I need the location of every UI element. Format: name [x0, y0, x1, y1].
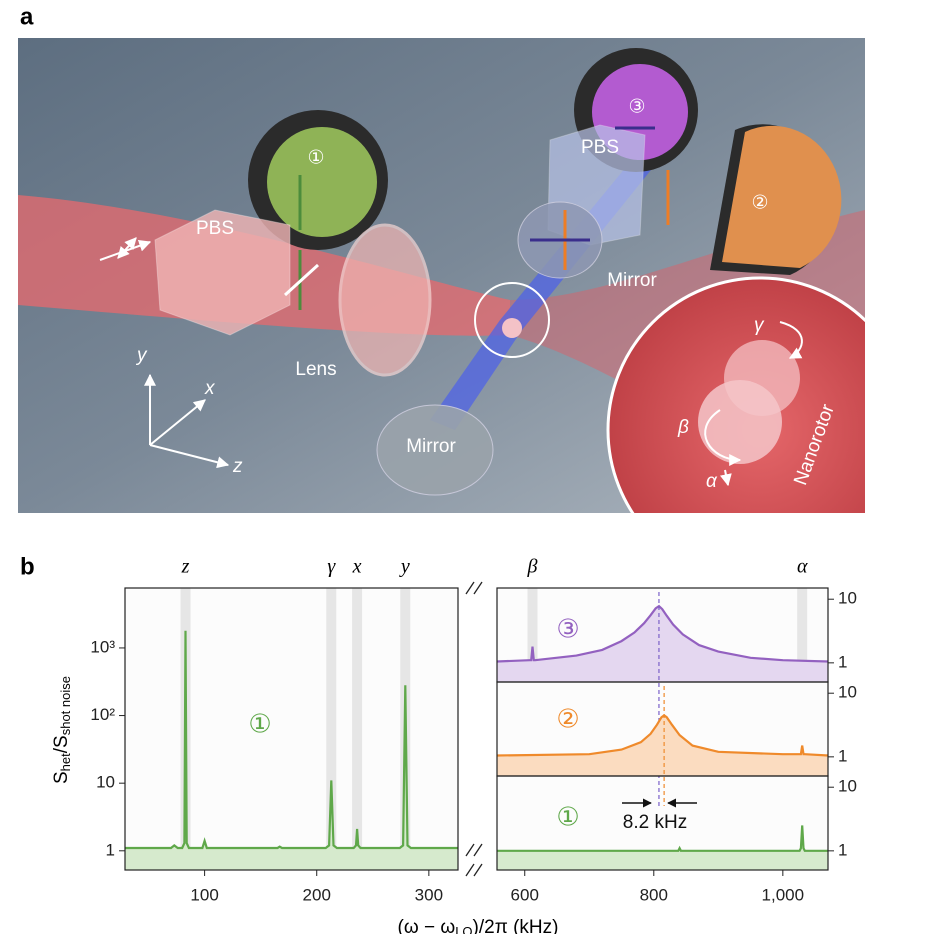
label: α	[706, 471, 718, 492]
area	[497, 825, 828, 870]
axis-label: z	[232, 456, 243, 477]
label: PBS	[581, 137, 619, 158]
detector-label: ①	[307, 147, 324, 169]
label: Lens	[295, 359, 336, 380]
mode-label: z	[181, 556, 190, 578]
x-tick-label: 1,000	[762, 885, 805, 904]
series-label: ①	[556, 803, 579, 833]
detector-label: ②	[751, 192, 768, 214]
y-tick-label: 1	[838, 652, 847, 671]
series-label: ③	[556, 615, 579, 645]
x-tick-label: 800	[640, 885, 668, 904]
label: β	[677, 417, 689, 438]
polarization-arrows	[283, 126, 670, 310]
line	[497, 825, 828, 852]
series-label: ①	[248, 710, 271, 740]
line	[125, 630, 458, 850]
x-tick-label: 100	[190, 885, 218, 904]
label-part: het	[58, 753, 73, 771]
y-tick-label: 10	[96, 773, 115, 792]
mode-label: y	[399, 556, 410, 578]
illustration: PBS PBS Lens Mirror Mirror ① ② ③ Nanorot…	[18, 38, 865, 513]
lens	[338, 223, 432, 377]
label-part: shot noise	[58, 676, 73, 735]
detector-label: ③	[628, 96, 645, 118]
label-part: LO	[455, 924, 472, 934]
nanorotor-sphere	[698, 380, 782, 464]
frame	[496, 775, 829, 871]
y-tick-label: 1	[838, 746, 847, 765]
annotation: 8.2 kHz	[623, 812, 687, 833]
line	[496, 604, 829, 663]
frame	[124, 587, 459, 871]
y-tick-label: 1	[838, 840, 847, 859]
label: γ	[754, 315, 765, 336]
y-axis-label: Shet/Sshot noise	[51, 676, 73, 784]
label-part: /S	[51, 735, 72, 753]
y-tick-label: 10²	[90, 705, 115, 724]
label-part: )/2π (kHz)	[473, 917, 559, 934]
mode-label: α	[797, 556, 808, 578]
area	[497, 715, 828, 776]
label-part: S	[51, 771, 72, 784]
x-axis-label: (ω − ωLO)/2π (kHz)	[398, 917, 559, 934]
mode-label: x	[352, 556, 362, 578]
label: Mirror	[607, 270, 657, 291]
series-label: ②	[556, 705, 579, 735]
pbs-cube	[154, 209, 291, 336]
mode-band	[326, 588, 337, 870]
x-tick-label: 600	[511, 885, 539, 904]
area	[497, 606, 828, 682]
axis-label: y	[135, 345, 148, 366]
particle	[502, 318, 522, 338]
axis-label: x	[204, 378, 216, 399]
label-part: (ω − ω	[398, 917, 456, 934]
y-tick-label: 10	[838, 589, 857, 608]
y-tick-label: 10³	[90, 637, 115, 656]
panel-label: a	[20, 3, 34, 30]
mode-label: β	[527, 556, 538, 578]
detector	[722, 125, 842, 268]
focus-circle	[474, 282, 550, 358]
x-tick-label: 300	[415, 885, 443, 904]
label: PBS	[196, 218, 234, 239]
mode-label: γ	[327, 556, 336, 578]
label: Mirror	[406, 436, 456, 457]
y-tick-label: 10	[838, 683, 857, 702]
y-tick-label: 10	[838, 777, 857, 796]
mode-band	[352, 588, 363, 870]
mirror	[376, 404, 494, 496]
y-tick-label: 1	[106, 840, 115, 859]
arrows	[99, 237, 803, 487]
x-tick-label: 200	[303, 885, 331, 904]
detector	[267, 127, 377, 237]
axis-breaks	[465, 581, 483, 877]
line	[496, 713, 829, 757]
panel-label: b	[20, 553, 35, 580]
